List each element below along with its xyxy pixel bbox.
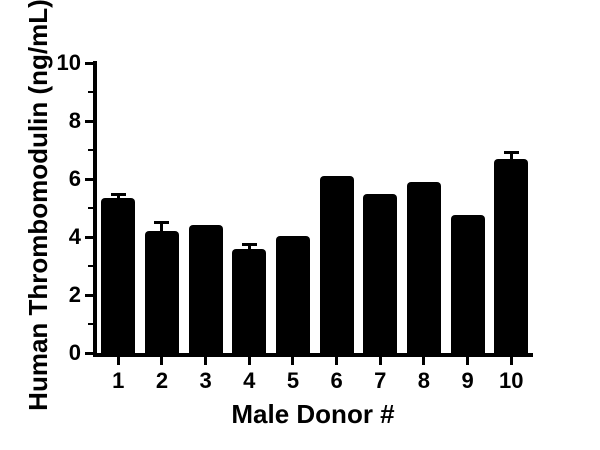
y-tick-label: 2 <box>68 282 81 307</box>
x-tick-label: 5 <box>286 368 300 393</box>
x-axis-title: Male Donor # <box>231 399 395 429</box>
error-bar-cap <box>503 150 519 154</box>
y-minor-tick <box>88 322 93 326</box>
x-tick <box>335 356 339 365</box>
y-major-tick <box>85 61 93 65</box>
x-tick <box>378 356 382 365</box>
bar-donor-8 <box>406 181 441 353</box>
error-bar-cap <box>154 221 170 224</box>
x-tick-label: 4 <box>243 368 256 393</box>
x-tick <box>116 356 120 365</box>
bar-donor-2 <box>144 231 179 353</box>
x-tick-label: 1 <box>112 368 125 393</box>
error-bar-cap <box>241 242 257 246</box>
y-minor-tick <box>88 206 93 210</box>
x-tick <box>422 356 426 365</box>
x-axis-line <box>93 353 533 357</box>
bar-donor-9 <box>450 215 485 353</box>
error-bar-cap <box>110 193 126 197</box>
bar-donor-10 <box>494 158 529 353</box>
bar-donor-1 <box>101 197 136 353</box>
y-tick-label: 4 <box>68 224 81 249</box>
y-major-tick <box>85 293 93 297</box>
bar-donor-4 <box>232 248 267 353</box>
x-tick <box>509 356 513 365</box>
y-major-tick <box>85 177 93 181</box>
bar-donor-6 <box>319 176 354 353</box>
y-major-tick <box>85 351 93 355</box>
y-major-tick <box>85 235 93 239</box>
x-tick-label: 6 <box>330 368 343 393</box>
x-tick <box>291 356 295 365</box>
x-tick <box>204 356 208 365</box>
x-tick-label: 9 <box>461 368 474 393</box>
y-tick-label: 0 <box>68 340 81 365</box>
x-tick-label: 2 <box>155 368 169 393</box>
x-tick-label: 10 <box>498 368 524 393</box>
x-tick <box>466 356 470 365</box>
y-tick-label: 10 <box>56 50 81 75</box>
y-axis-line <box>93 61 97 357</box>
y-minor-tick <box>88 90 93 94</box>
x-tick <box>160 356 164 365</box>
bar-donor-3 <box>188 225 223 353</box>
bar-donor-5 <box>275 235 310 353</box>
y-minor-tick <box>88 264 93 268</box>
y-minor-tick <box>88 148 93 152</box>
error-bar-whisker <box>160 221 164 238</box>
x-tick-label: 7 <box>374 368 387 393</box>
error-bar-whisker <box>509 150 513 165</box>
x-tick-label: 8 <box>417 368 431 393</box>
bar-donor-7 <box>363 193 398 353</box>
y-tick-label: 8 <box>68 108 81 133</box>
y-major-tick <box>85 119 93 123</box>
x-tick <box>247 356 251 365</box>
x-tick-label: 3 <box>199 368 212 393</box>
y-tick-label: 6 <box>68 166 81 191</box>
